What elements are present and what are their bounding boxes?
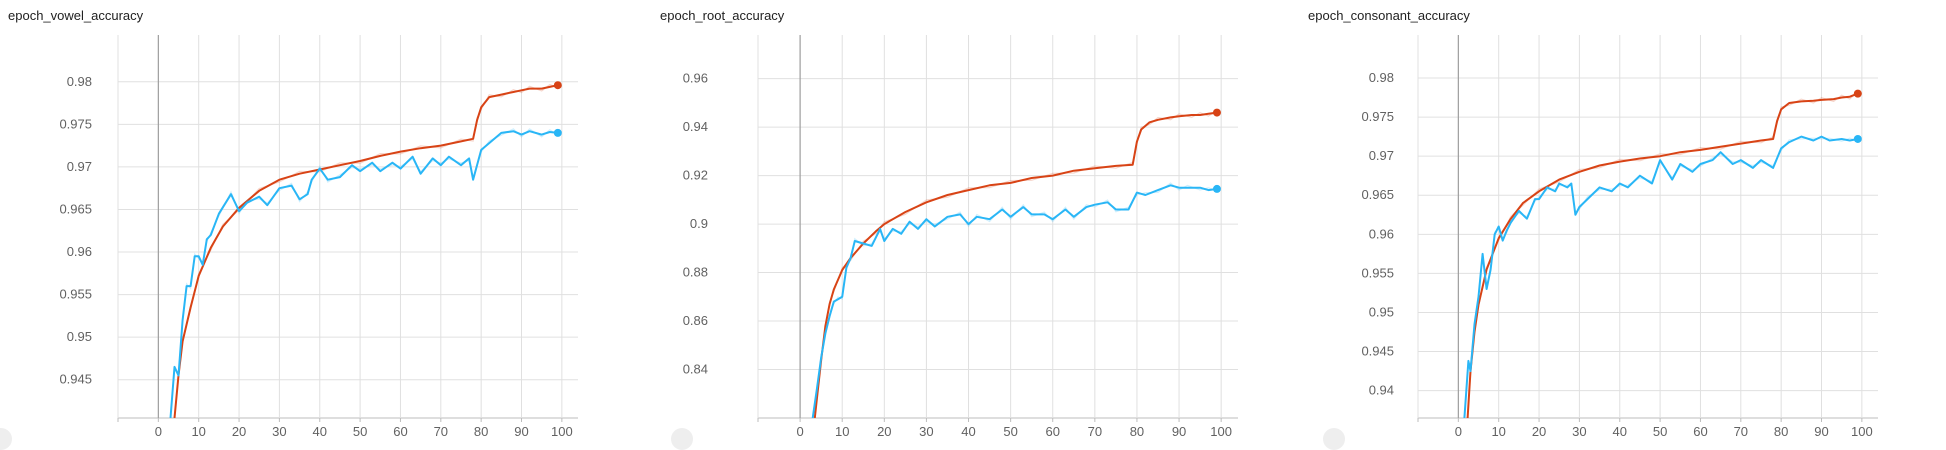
x-tick-label: 80 xyxy=(1774,424,1788,439)
y-tick-label: 0.965 xyxy=(1361,187,1394,202)
chart-title: epoch_vowel_accuracy xyxy=(8,8,144,23)
series-train-line xyxy=(173,84,559,418)
y-tick-label: 0.95 xyxy=(1369,304,1394,319)
y-tick-label: 0.975 xyxy=(59,116,92,131)
y-tick-label: 0.96 xyxy=(1369,226,1394,241)
x-tick-label: 70 xyxy=(1734,424,1748,439)
x-tick-label: 100 xyxy=(551,424,573,439)
y-tick-label: 0.92 xyxy=(683,168,708,183)
series-val-end-point xyxy=(553,128,562,137)
x-tick-label: 60 xyxy=(393,424,407,439)
series-val-end-point xyxy=(1212,184,1221,193)
x-tick-label: 20 xyxy=(232,424,246,439)
chart-svg: 0.94 0.945 0.95 0.955 0.96 0.965 0.97 0.975 0.98… xyxy=(1361,35,1878,439)
chart-svg: 0.945 0.95 0.955 0.96 0.965 0.97 0.975 0.98 0 10 2… xyxy=(59,35,578,439)
x-tick-label: 90 xyxy=(1172,424,1186,439)
x-tick-label: 60 xyxy=(1693,424,1707,439)
x-tick-label: 30 xyxy=(272,424,286,439)
x-tick-label: 80 xyxy=(1130,424,1144,439)
y-tick-label: 0.955 xyxy=(59,287,92,302)
x-tick-label: 50 xyxy=(1653,424,1667,439)
series-val-raw-line xyxy=(169,128,559,416)
x-tick-label: 90 xyxy=(1814,424,1828,439)
y-tick-label: 0.97 xyxy=(1369,148,1394,163)
y-tick-label: 0.94 xyxy=(1369,383,1394,398)
y-tick-label: 0.945 xyxy=(59,372,92,387)
series-train-end-point xyxy=(553,81,562,90)
y-tick-label: 0.98 xyxy=(1369,70,1394,85)
x-tick-label: 70 xyxy=(1088,424,1102,439)
x-tick-label: 10 xyxy=(191,424,205,439)
corner-control-icon[interactable] xyxy=(671,428,693,450)
x-tick-label: 40 xyxy=(1613,424,1627,439)
x-tick-label: 100 xyxy=(1210,424,1232,439)
plot-area xyxy=(811,109,1218,418)
x-tick-label: 100 xyxy=(1851,424,1873,439)
x-tick-label: 40 xyxy=(313,424,327,439)
series-val-line xyxy=(169,130,558,418)
chart-title: epoch_consonant_accuracy xyxy=(1308,8,1470,23)
series-val-raw-line xyxy=(1463,137,1859,416)
chart-panel-consonant: epoch_consonant_accuracy 0.94 0.945 0.95 0.… xyxy=(1300,0,1946,450)
y-tick-label: 0.84 xyxy=(683,362,708,377)
y-tick-label: 0.955 xyxy=(1361,265,1394,280)
chart-svg: 0.84 0.86 0.88 0.9 0.92 0.94 0.96 0 10 20 30 40 50 60… xyxy=(683,35,1238,439)
y-tick-label: 0.97 xyxy=(67,159,92,174)
plot-area xyxy=(1463,90,1859,418)
x-tick-label: 50 xyxy=(1003,424,1017,439)
series-train-end-point xyxy=(1212,108,1221,117)
x-tick-label: 50 xyxy=(353,424,367,439)
x-tick-label: 0 xyxy=(796,424,803,439)
series-val-line xyxy=(811,184,1218,418)
x-tick-label: 0 xyxy=(1455,424,1462,439)
x-tick-label: 10 xyxy=(1491,424,1505,439)
x-tick-label: 30 xyxy=(1572,424,1586,439)
series-val-line xyxy=(1463,135,1858,418)
chart-title: epoch_root_accuracy xyxy=(660,8,785,23)
x-tick-label: 20 xyxy=(877,424,891,439)
chart-panel-root: epoch_root_accuracy 0.84 0.86 0.88 0.9 0.92 0… xyxy=(660,0,1290,450)
y-tick-label: 0.94 xyxy=(683,119,708,134)
chart-panel-vowel: epoch_vowel_accuracy 0.945 0.95 0.955 0.96 0… xyxy=(0,0,650,450)
y-tick-label: 0.945 xyxy=(1361,344,1394,359)
series-val-raw-line xyxy=(812,182,1218,416)
series-train-raw-line xyxy=(1467,90,1859,416)
y-tick-label: 0.95 xyxy=(67,329,92,344)
x-tick-label: 20 xyxy=(1532,424,1546,439)
y-tick-label: 0.88 xyxy=(683,265,708,280)
x-tick-label: 70 xyxy=(434,424,448,439)
y-tick-label: 0.96 xyxy=(683,71,708,86)
series-val-end-point xyxy=(1853,134,1862,143)
corner-control-icon[interactable] xyxy=(1323,428,1345,450)
x-tick-label: 10 xyxy=(835,424,849,439)
y-tick-label: 0.975 xyxy=(1361,109,1394,124)
plot-area xyxy=(169,83,559,418)
y-tick-label: 0.96 xyxy=(67,244,92,259)
series-train-end-point xyxy=(1853,89,1862,98)
x-tick-label: 80 xyxy=(474,424,488,439)
x-tick-label: 30 xyxy=(919,424,933,439)
x-tick-label: 90 xyxy=(514,424,528,439)
x-tick-label: 40 xyxy=(961,424,975,439)
series-train-line xyxy=(813,111,1218,418)
x-tick-label: 60 xyxy=(1046,424,1060,439)
y-tick-label: 0.9 xyxy=(690,216,708,231)
y-tick-label: 0.86 xyxy=(683,313,708,328)
y-tick-label: 0.965 xyxy=(59,201,92,216)
x-tick-label: 0 xyxy=(155,424,162,439)
series-train-line xyxy=(1466,92,1859,418)
y-tick-label: 0.98 xyxy=(67,74,92,89)
